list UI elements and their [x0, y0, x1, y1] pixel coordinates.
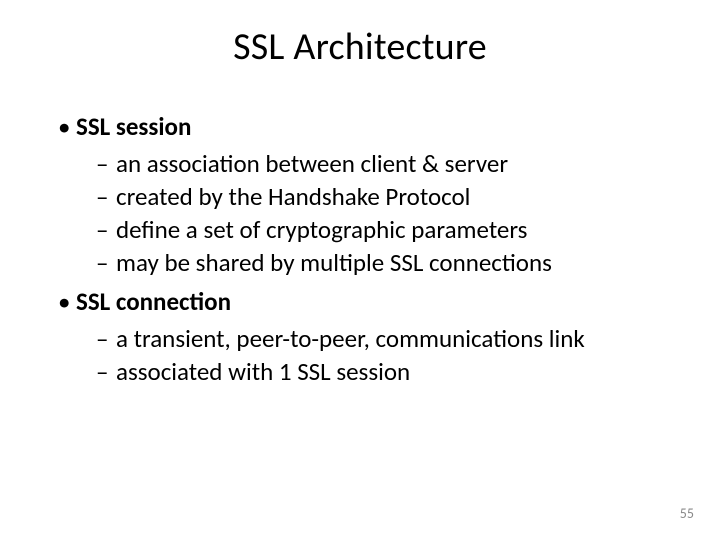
bullet-label: SSL connection	[76, 286, 231, 317]
dash-icon: –	[96, 322, 116, 355]
sub-item: –associated with 1 SSL session	[96, 355, 672, 388]
sub-item: –define a set of cryptographic parameter…	[96, 213, 672, 246]
slide: SSL Architecture •SSL session –an associ…	[0, 0, 720, 540]
page-number: 55	[680, 505, 694, 522]
slide-body: •SSL session –an association between cli…	[48, 110, 672, 388]
sub-text: define a set of cryptographic parameters	[116, 214, 527, 245]
sub-text: a transient, peer-to-peer, communication…	[116, 323, 585, 354]
dash-icon: –	[96, 180, 116, 213]
dash-icon: –	[96, 355, 116, 388]
dash-icon: –	[96, 213, 116, 246]
dash-icon: –	[96, 147, 116, 180]
dash-icon: –	[96, 246, 116, 279]
sub-text: associated with 1 SSL session	[116, 356, 410, 387]
sub-item: –may be shared by multiple SSL connectio…	[96, 246, 672, 279]
bullet-ssl-session: •SSL session	[58, 110, 672, 143]
bullet-dot-icon: •	[58, 110, 76, 143]
bullet-label: SSL session	[76, 111, 191, 142]
sub-text: created by the Handshake Protocol	[116, 181, 470, 212]
sub-item: –a transient, peer-to-peer, communicatio…	[96, 322, 672, 355]
sub-text: an association between client & server	[116, 148, 508, 179]
sub-text: may be shared by multiple SSL connection…	[116, 247, 552, 278]
bullet-ssl-connection: •SSL connection	[58, 285, 672, 318]
slide-title: SSL Architecture	[48, 24, 672, 70]
bullet-dot-icon: •	[58, 285, 76, 318]
sub-item: –an association between client & server	[96, 147, 672, 180]
sub-item: –created by the Handshake Protocol	[96, 180, 672, 213]
